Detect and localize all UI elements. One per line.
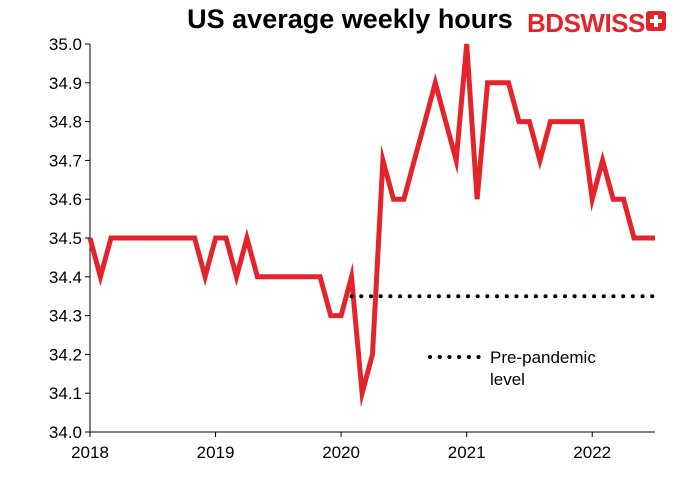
- weekly-hours-line: [87, 43, 655, 408]
- legend-label: level: [490, 370, 525, 389]
- y-tick-label: 34.4: [49, 268, 82, 287]
- x-tick-label: 2022: [573, 443, 611, 462]
- swiss-cross-icon: [645, 11, 666, 31]
- x-tick-label: 2020: [322, 443, 360, 462]
- chart-title: US average weekly hours: [187, 4, 513, 34]
- axes: 35.0 34.9 34.8 34.7 34.6 34.5 34.4 34.3 34.2 34.1…: [49, 35, 655, 462]
- y-tick-label: 34.3: [49, 307, 82, 326]
- y-tick-label: 34.1: [49, 384, 82, 403]
- y-tick-label: 34.7: [49, 151, 82, 170]
- legend-label: Pre-pandemic: [490, 348, 596, 367]
- y-tick-label: 34.8: [49, 113, 82, 132]
- brand-logo: BDSWISS: [527, 8, 666, 39]
- x-tick-label: 2019: [197, 443, 235, 462]
- y-tick-label: 34.2: [49, 345, 82, 364]
- y-tick-label: 34.5: [49, 229, 82, 248]
- series-layer: [87, 43, 657, 408]
- legend: Pre-pandemic level: [428, 348, 596, 389]
- y-tick-label: 34.9: [49, 74, 82, 93]
- logo-text-swiss: SWISS: [563, 8, 646, 38]
- y-tick-label: 35.0: [49, 35, 82, 54]
- logo-text-bd: BD: [527, 8, 564, 38]
- x-tick-label: 2021: [448, 443, 486, 462]
- y-tick-label: 34.0: [49, 423, 82, 442]
- x-tick-label: 2018: [71, 443, 109, 462]
- y-tick-label: 34.6: [49, 190, 82, 209]
